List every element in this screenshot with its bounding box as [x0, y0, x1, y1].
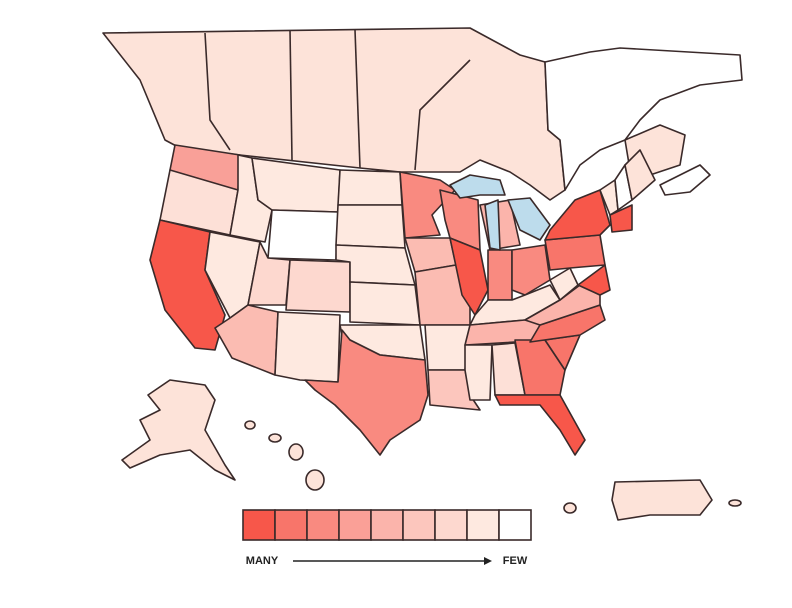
legend-swatch: [306, 509, 340, 541]
state: [337, 169, 403, 206]
legend-swatch: [274, 509, 308, 541]
state: [414, 264, 471, 326]
state: [577, 264, 611, 296]
state: [274, 311, 341, 383]
state: [494, 394, 586, 456]
legend: MANY FEW: [242, 509, 532, 567]
state: [267, 209, 339, 261]
state: [251, 157, 341, 213]
island: [563, 502, 577, 514]
legend-swatch: [434, 509, 468, 541]
island: [659, 164, 711, 196]
border: [354, 29, 361, 169]
legend-swatch: [402, 509, 436, 541]
island: [268, 433, 282, 443]
legend-swatch: [466, 509, 500, 541]
state: [349, 281, 421, 326]
state: [511, 244, 551, 296]
state: [529, 304, 606, 343]
lake: [484, 199, 501, 251]
state: [624, 149, 656, 201]
border: [414, 59, 471, 171]
island: [288, 443, 304, 461]
legend-swatch: [370, 509, 404, 541]
lake: [449, 174, 506, 199]
legend-label: MANY: [246, 555, 279, 567]
state: [609, 204, 633, 233]
canada-east: [544, 47, 743, 191]
state: [449, 237, 489, 316]
arrow-head: [484, 557, 492, 565]
island: [728, 499, 742, 507]
state: [464, 344, 493, 401]
legend-swatch: [338, 509, 372, 541]
lake: [507, 197, 551, 241]
state: [544, 234, 606, 271]
alaska: [121, 379, 236, 481]
state: [487, 249, 513, 301]
state: [335, 204, 406, 249]
state: [304, 329, 429, 456]
island: [244, 420, 256, 430]
puerto-rico: [611, 479, 713, 521]
state: [544, 189, 611, 241]
state: [285, 259, 351, 313]
united-states: [121, 144, 742, 521]
legend-swatch: [498, 509, 532, 541]
legend-label: FEW: [503, 555, 528, 567]
border: [289, 29, 293, 161]
state: [424, 324, 471, 371]
island: [305, 469, 325, 491]
legend-swatch: [242, 509, 276, 541]
border: [204, 32, 231, 151]
